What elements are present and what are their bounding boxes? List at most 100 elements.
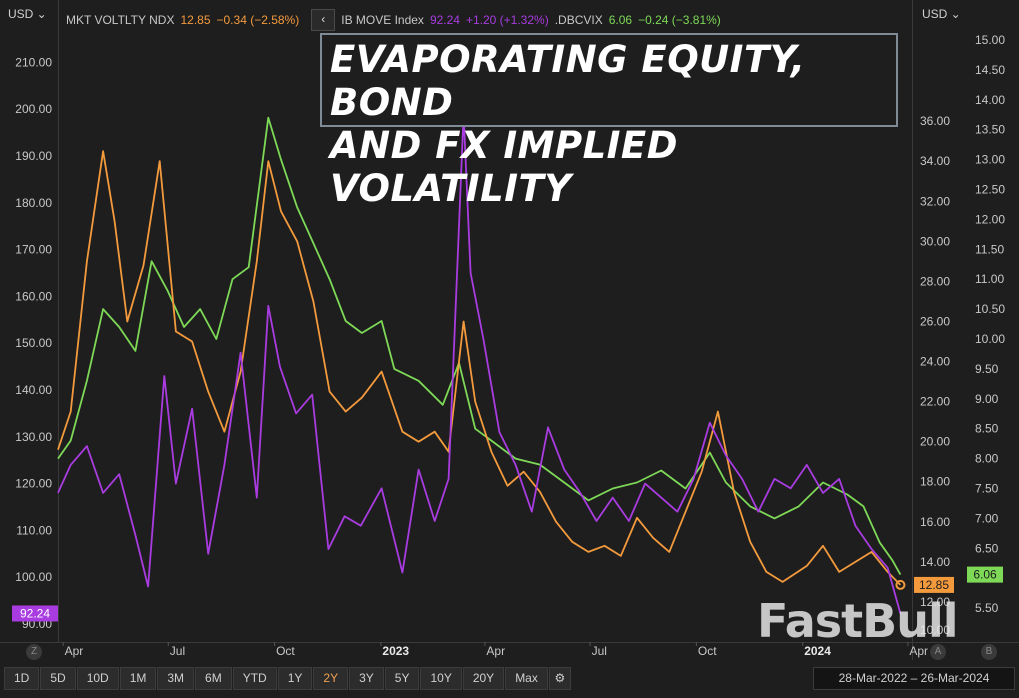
y-tick-label-ndx: 32.00 xyxy=(920,194,950,208)
y-tick-label-left: 210.00 xyxy=(15,55,52,69)
corner-b-button[interactable]: B xyxy=(981,644,997,660)
y-tick-label-ndx: 36.00 xyxy=(920,114,950,128)
timeframe-button[interactable]: 20Y xyxy=(462,667,505,690)
chart-title: EVAPORATING EQUITY, BOND AND FX IMPLIED … xyxy=(330,38,890,210)
x-tick-mark xyxy=(62,642,64,646)
timeframe-button[interactable]: 1M xyxy=(119,667,157,690)
legend-value-vix: 6.06 xyxy=(608,13,633,27)
x-tick-label: Oct xyxy=(698,644,717,658)
x-tick-mark xyxy=(274,642,276,646)
y-tick-label-vix: 6.50 xyxy=(975,541,999,555)
y-tick-label-ndx: 10.00 xyxy=(920,623,950,637)
y-tick-label-ndx: 16.00 xyxy=(920,515,950,529)
last-point-marker xyxy=(895,579,906,590)
x-tick-label: Apr xyxy=(909,644,928,658)
y-tick-label-vix: 9.50 xyxy=(975,362,999,376)
move-price-tag-bg xyxy=(12,605,58,622)
timeframe-button[interactable]: Max xyxy=(505,667,548,690)
timeframe-button[interactable]: YTD xyxy=(232,667,277,690)
x-tick-mark xyxy=(589,642,591,646)
legend-name-ndx[interactable]: MKT VOLTLTY NDX xyxy=(66,13,175,27)
right-axis-line xyxy=(912,0,913,660)
y-tick-label-ndx: 30.00 xyxy=(920,234,950,248)
y-tick-label-ndx: 24.00 xyxy=(920,355,950,369)
timeframe-button[interactable]: 10D xyxy=(76,667,119,690)
y-tick-label-ndx: 26.00 xyxy=(920,314,950,328)
left-axis-line xyxy=(58,0,59,642)
y-tick-label-vix: 8.00 xyxy=(975,452,999,466)
y-tick-label-left: 160.00 xyxy=(15,289,52,303)
y-tick-label-vix: 7.50 xyxy=(975,481,999,495)
legend-name-move[interactable]: IB MOVE Index xyxy=(341,13,424,27)
x-tick-label: Jul xyxy=(592,644,607,658)
y-tick-label-left: 200.00 xyxy=(15,102,52,116)
left-axis-unit[interactable]: USD ⌄ xyxy=(8,7,47,21)
chevron-down-icon: ⌄ xyxy=(33,7,47,21)
y-tick-label-left: 190.00 xyxy=(15,149,52,163)
y-tick-label-ndx: 34.00 xyxy=(920,154,950,168)
y-tick-label-ndx: 14.00 xyxy=(920,555,950,569)
ndx-price-tag: 12.85 xyxy=(919,578,949,592)
timeframe-toolbar: 1D 5D 10D 1M 3M 6M YTD 1Y 2Y 3Y 5Y 10Y 2… xyxy=(4,667,572,690)
move-price-tag: 92.24 xyxy=(20,606,50,620)
chevron-left-icon[interactable]: ‹ xyxy=(311,9,336,31)
x-tick-label: Apr xyxy=(65,644,84,658)
y-tick-label-vix: 12.50 xyxy=(975,182,1005,196)
y-tick-label-left: 170.00 xyxy=(15,243,52,257)
ndx-price-tag-bg xyxy=(914,576,954,593)
timeframe-button[interactable]: 1Y xyxy=(277,667,313,690)
series-line-vix xyxy=(57,116,902,576)
y-tick-label-ndx: 18.00 xyxy=(920,475,950,489)
x-tick-label: Jul xyxy=(170,644,185,658)
legend-change-ndx: −0.34 (−2.58%) xyxy=(216,13,300,27)
legend-change-vix: −0.24 (−3.81%) xyxy=(638,13,721,27)
legend-name-vix[interactable]: .DBCVIX xyxy=(554,13,603,27)
y-tick-label-vix: 12.00 xyxy=(975,212,1005,226)
chevron-down-icon: ⌄ xyxy=(947,7,961,21)
y-tick-label-vix: 10.00 xyxy=(975,332,1005,346)
timeframe-button[interactable]: 3M xyxy=(157,667,195,690)
timeframe-button[interactable]: 5Y xyxy=(384,667,420,690)
x-tick-label: 2024 xyxy=(804,644,831,658)
bottom-axis-line xyxy=(0,642,1019,643)
x-tick-mark xyxy=(802,642,804,646)
right-axis-unit[interactable]: USD ⌄ xyxy=(922,7,961,21)
y-tick-label-ndx: 22.00 xyxy=(920,395,950,409)
x-tick-mark xyxy=(695,642,697,646)
y-tick-label-left: 120.00 xyxy=(15,477,52,491)
timeframe-button[interactable]: 1D xyxy=(4,667,40,690)
timeframe-button[interactable]: 6M xyxy=(195,667,232,690)
y-tick-label-vix: 13.00 xyxy=(975,153,1005,167)
y-tick-label-vix: 9.00 xyxy=(975,392,999,406)
title-box xyxy=(320,33,898,127)
title-line-1: EVAPORATING EQUITY, BOND xyxy=(330,38,806,124)
x-tick-label: Oct xyxy=(276,644,295,658)
timeframe-button-active[interactable]: 2Y xyxy=(313,667,349,690)
title-line-2: AND FX IMPLIED VOLATILITY xyxy=(330,124,678,210)
timeframe-button[interactable]: 3Y xyxy=(349,667,384,690)
y-tick-label-left: 110.00 xyxy=(16,523,52,537)
y-tick-label-left: 150.00 xyxy=(15,336,52,350)
timeframe-button[interactable]: 10Y xyxy=(420,667,462,690)
y-tick-label-vix: 14.00 xyxy=(975,93,1005,107)
legend-value-move: 92.24 xyxy=(429,13,460,27)
series-line-move xyxy=(57,113,902,614)
watermark-logo: FastBull xyxy=(757,594,958,648)
date-range-display[interactable]: 28-Mar-2022 – 26-Mar-2024 xyxy=(813,667,1015,690)
y-tick-label-vix: 7.00 xyxy=(975,511,999,525)
corner-z-button[interactable]: Z xyxy=(26,644,42,660)
y-tick-label-left: 100.00 xyxy=(15,570,52,584)
x-tick-mark xyxy=(380,642,382,646)
y-tick-label-vix: 13.50 xyxy=(975,123,1005,137)
y-tick-label-left: 130.00 xyxy=(15,430,52,444)
legend-value-ndx: 12.85 xyxy=(180,13,211,27)
y-tick-label-ndx: 12.00 xyxy=(920,595,950,609)
y-tick-label-vix: 14.50 xyxy=(975,63,1005,77)
gear-icon[interactable]: ⚙ xyxy=(548,667,571,690)
auto-scale-button[interactable]: A xyxy=(930,644,946,660)
legend-change-move: +1.20 (+1.32%) xyxy=(465,13,549,27)
timeframe-button[interactable]: 5D xyxy=(40,667,76,690)
y-tick-label-vix: 10.50 xyxy=(975,302,1005,316)
